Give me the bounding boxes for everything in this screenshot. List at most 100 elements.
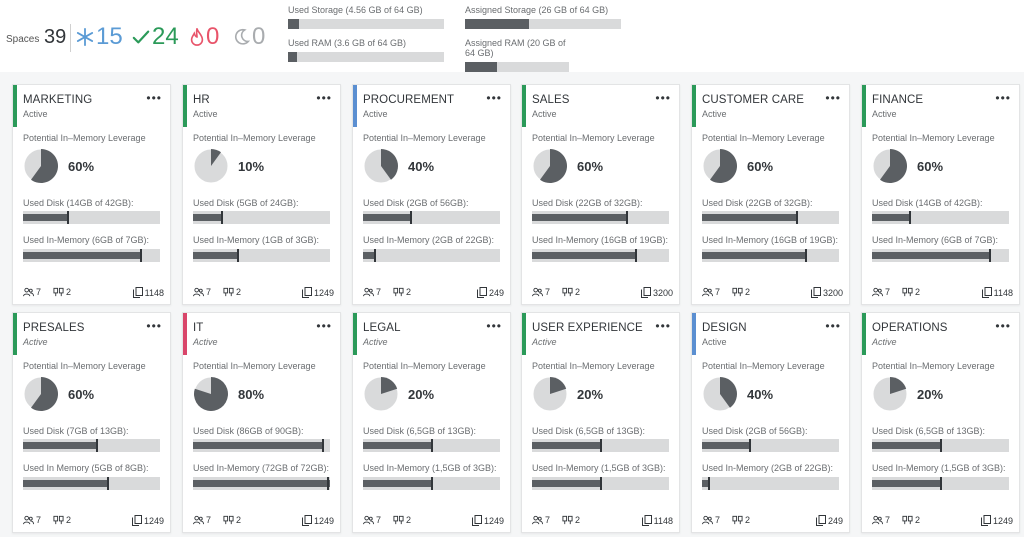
- space-card-finance[interactable]: FINANCE Active ••• Potential In–Memory L…: [861, 84, 1020, 305]
- used-disk-fill: [702, 214, 797, 221]
- leverage-label: Potential In–Memory Leverage: [702, 361, 825, 371]
- more-options-icon[interactable]: •••: [825, 319, 841, 333]
- space-card-operations[interactable]: OPERATIONS Active ••• Potential In–Memor…: [861, 312, 1020, 533]
- more-options-icon[interactable]: •••: [655, 319, 671, 333]
- documents-count[interactable]: 1148: [981, 287, 1013, 298]
- leverage-pie: [532, 376, 568, 412]
- more-options-icon[interactable]: •••: [995, 91, 1011, 105]
- flame-icon: [190, 28, 204, 46]
- stat-sleep[interactable]: 0: [234, 23, 265, 51]
- members-count[interactable]: 7: [872, 287, 890, 297]
- used-disk-fill: [193, 442, 324, 449]
- documents-icon: [131, 515, 142, 526]
- used-storage-label: Used Storage (4.56 GB of 64 GB): [288, 5, 423, 15]
- space-card-marketing[interactable]: MARKETING Active ••• Potential In–Memory…: [12, 84, 171, 305]
- more-options-icon[interactable]: •••: [316, 319, 332, 333]
- stat-cold[interactable]: 15: [76, 23, 123, 51]
- used-disk-marker: [939, 439, 942, 452]
- rooms-count[interactable]: 2: [393, 515, 411, 525]
- members-count[interactable]: 7: [532, 287, 550, 297]
- used-memory-bar: [532, 249, 669, 262]
- more-options-icon[interactable]: •••: [655, 91, 671, 105]
- documents-value: 3200: [822, 287, 843, 298]
- members-count[interactable]: 7: [193, 515, 211, 525]
- space-card-hr[interactable]: HR Active ••• Potential In–Memory Levera…: [182, 84, 341, 305]
- rooms-count[interactable]: 2: [562, 287, 580, 297]
- rooms-count[interactable]: 2: [732, 287, 750, 297]
- documents-count[interactable]: 1249: [980, 515, 1013, 526]
- summary-header: Spaces 39 15 24 0 0 Used Storage (4.56 G…: [0, 0, 1024, 72]
- members-count[interactable]: 7: [23, 515, 41, 525]
- used-disk-label: Used Disk (2GB of 56GB):: [363, 198, 469, 208]
- used-memory-fill: [193, 252, 239, 259]
- documents-count[interactable]: 249: [815, 515, 843, 526]
- more-options-icon[interactable]: •••: [995, 319, 1011, 333]
- more-options-icon[interactable]: •••: [486, 91, 502, 105]
- rooms-count[interactable]: 2: [223, 515, 241, 525]
- status-accent: [353, 313, 357, 355]
- documents-value: 1148: [144, 287, 164, 298]
- documents-count[interactable]: 249: [476, 287, 504, 298]
- space-title: HR: [193, 94, 210, 106]
- more-options-icon[interactable]: •••: [825, 91, 841, 105]
- space-card-presales[interactable]: PRESALES Active ••• Potential In–Memory …: [12, 312, 171, 533]
- members-count[interactable]: 7: [363, 515, 381, 525]
- space-status: Active: [702, 337, 727, 347]
- space-card-customer-care[interactable]: CUSTOMER CARE Active ••• Potential In–Me…: [691, 84, 850, 305]
- documents-icon: [810, 287, 821, 298]
- space-card-legal[interactable]: LEGAL Active ••• Potential In–Memory Lev…: [352, 312, 511, 533]
- documents-count[interactable]: 1148: [641, 515, 673, 526]
- documents-value: 249: [488, 287, 504, 298]
- users-icon: [532, 287, 543, 297]
- rooms-count[interactable]: 2: [562, 515, 580, 525]
- documents-count[interactable]: 1249: [131, 515, 164, 526]
- more-options-icon[interactable]: •••: [146, 319, 162, 333]
- used-memory-marker: [599, 477, 602, 490]
- members-value: 7: [36, 287, 42, 297]
- rooms-icon: [53, 515, 64, 525]
- documents-count[interactable]: 1249: [471, 515, 504, 526]
- assigned-ram-label: Assigned RAM (20 GB of 64 GB): [465, 38, 566, 58]
- members-value: 7: [885, 515, 891, 525]
- rooms-count[interactable]: 2: [902, 287, 920, 297]
- stat-active[interactable]: 24: [132, 23, 179, 51]
- rooms-value: 2: [915, 515, 921, 525]
- rooms-count[interactable]: 2: [732, 515, 750, 525]
- used-memory-fill: [363, 480, 432, 487]
- space-card-sales[interactable]: SALES Active ••• Potential In–Memory Lev…: [521, 84, 680, 305]
- documents-count[interactable]: 1249: [301, 287, 334, 298]
- used-disk-label: Used Disk (22GB of 32GB):: [532, 198, 643, 208]
- members-count[interactable]: 7: [702, 515, 720, 525]
- space-card-design[interactable]: DESIGN Active ••• Potential In–Memory Le…: [691, 312, 850, 533]
- rooms-count[interactable]: 2: [223, 287, 241, 297]
- documents-count[interactable]: 3200: [640, 287, 673, 298]
- used-memory-marker: [139, 249, 142, 262]
- members-count[interactable]: 7: [193, 287, 211, 297]
- leverage-percent: 60%: [68, 159, 95, 174]
- documents-icon: [981, 287, 992, 298]
- leverage-pie: [872, 376, 908, 412]
- documents-count[interactable]: 3200: [810, 287, 843, 298]
- snowflake-icon: [76, 28, 94, 46]
- documents-count[interactable]: 1148: [132, 287, 164, 298]
- more-options-icon[interactable]: •••: [486, 319, 502, 333]
- stat-hot[interactable]: 0: [190, 23, 219, 51]
- members-count[interactable]: 7: [702, 287, 720, 297]
- rooms-count[interactable]: 2: [902, 515, 920, 525]
- rooms-count[interactable]: 2: [393, 287, 411, 297]
- members-count[interactable]: 7: [872, 515, 890, 525]
- space-card-user-experience[interactable]: USER EXPERIENCE Active ••• Potential In–…: [521, 312, 680, 533]
- members-count[interactable]: 7: [363, 287, 381, 297]
- members-count[interactable]: 7: [23, 287, 41, 297]
- rooms-count[interactable]: 2: [53, 287, 71, 297]
- used-disk-bar: [193, 439, 330, 452]
- space-card-procurement[interactable]: PROCUREMENT Active ••• Potential In–Memo…: [352, 84, 511, 305]
- space-card-it[interactable]: IT Active ••• Potential In–Memory Levera…: [182, 312, 341, 533]
- status-accent: [692, 85, 696, 127]
- more-options-icon[interactable]: •••: [316, 91, 332, 105]
- members-count[interactable]: 7: [532, 515, 550, 525]
- documents-count[interactable]: 1249: [301, 515, 334, 526]
- more-options-icon[interactable]: •••: [146, 91, 162, 105]
- rooms-count[interactable]: 2: [53, 515, 71, 525]
- leverage-label: Potential In–Memory Leverage: [702, 133, 825, 143]
